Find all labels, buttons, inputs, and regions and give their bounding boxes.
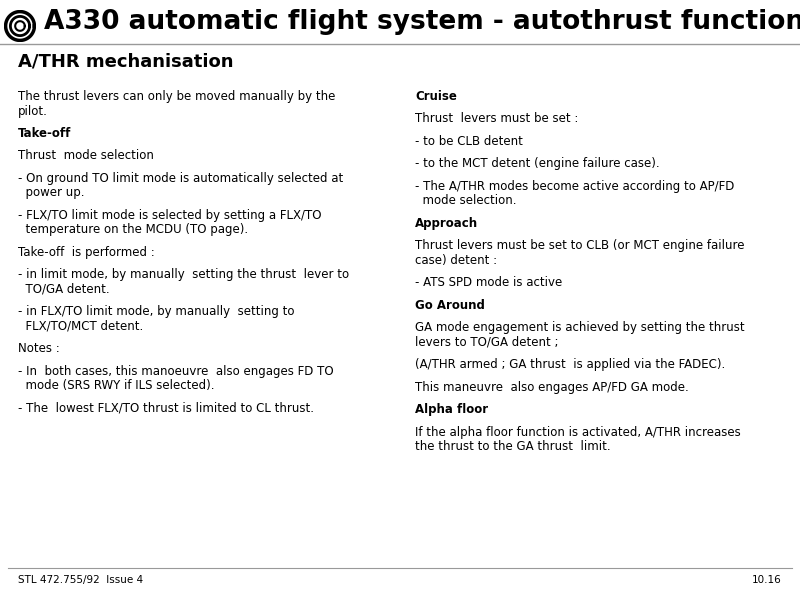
Text: (A/THR armed ; GA thrust  is applied via the FADEC).: (A/THR armed ; GA thrust is applied via … [415,358,726,371]
Text: Take-off: Take-off [18,127,71,140]
Text: - The  lowest FLX/TO thrust is limited to CL thrust.: - The lowest FLX/TO thrust is limited to… [18,402,314,415]
Text: This maneuvre  also engages AP/FD GA mode.: This maneuvre also engages AP/FD GA mode… [415,381,689,394]
Text: STL 472.755/92  Issue 4: STL 472.755/92 Issue 4 [18,575,143,585]
Text: levers to TO/GA detent ;: levers to TO/GA detent ; [415,336,558,349]
Text: Alpha floor: Alpha floor [415,403,488,416]
Text: GA mode engagement is achieved by setting the thrust: GA mode engagement is achieved by settin… [415,321,745,334]
Text: - ATS SPD mode is active: - ATS SPD mode is active [415,277,562,289]
Text: Notes :: Notes : [18,342,60,355]
Text: A330 automatic flight system - autothrust function: A330 automatic flight system - autothrus… [44,9,800,35]
Text: mode selection.: mode selection. [415,194,517,208]
Text: - in limit mode, by manually  setting the thrust  lever to: - in limit mode, by manually setting the… [18,268,349,281]
Text: If the alpha floor function is activated, A/THR increases: If the alpha floor function is activated… [415,425,741,439]
Text: - In  both cases, this manoeuvre  also engages FD TO: - In both cases, this manoeuvre also eng… [18,365,334,378]
Text: TO/GA detent.: TO/GA detent. [18,283,110,296]
Text: Thrust  levers must be set :: Thrust levers must be set : [415,112,578,125]
Text: 10.16: 10.16 [752,575,782,585]
Text: Take-off  is performed :: Take-off is performed : [18,246,154,259]
Text: The thrust levers can only be moved manually by the: The thrust levers can only be moved manu… [18,90,335,103]
Text: - in FLX/TO limit mode, by manually  setting to: - in FLX/TO limit mode, by manually sett… [18,305,294,319]
Text: case) detent :: case) detent : [415,254,497,267]
Text: A/THR mechanisation: A/THR mechanisation [18,52,234,70]
Text: temperature on the MCDU (TO page).: temperature on the MCDU (TO page). [18,223,248,236]
Text: Approach: Approach [415,217,478,230]
Text: FLX/TO/MCT detent.: FLX/TO/MCT detent. [18,320,143,333]
Text: - The A/THR modes become active according to AP/FD: - The A/THR modes become active accordin… [415,180,734,193]
Text: power up.: power up. [18,187,85,199]
Text: - FLX/TO limit mode is selected by setting a FLX/TO: - FLX/TO limit mode is selected by setti… [18,209,322,222]
Text: Cruise: Cruise [415,90,457,103]
Text: pilot.: pilot. [18,104,48,118]
Text: - to the MCT detent (engine failure case).: - to the MCT detent (engine failure case… [415,157,660,170]
Text: - to be CLB detent: - to be CLB detent [415,135,523,148]
Text: Go Around: Go Around [415,299,485,312]
Text: - On ground TO limit mode is automatically selected at: - On ground TO limit mode is automatical… [18,172,343,185]
Text: mode (SRS RWY if ILS selected).: mode (SRS RWY if ILS selected). [18,379,214,392]
Text: the thrust to the GA thrust  limit.: the thrust to the GA thrust limit. [415,440,610,453]
Text: Thrust  mode selection: Thrust mode selection [18,149,154,163]
Text: Thrust levers must be set to CLB (or MCT engine failure: Thrust levers must be set to CLB (or MCT… [415,239,745,253]
